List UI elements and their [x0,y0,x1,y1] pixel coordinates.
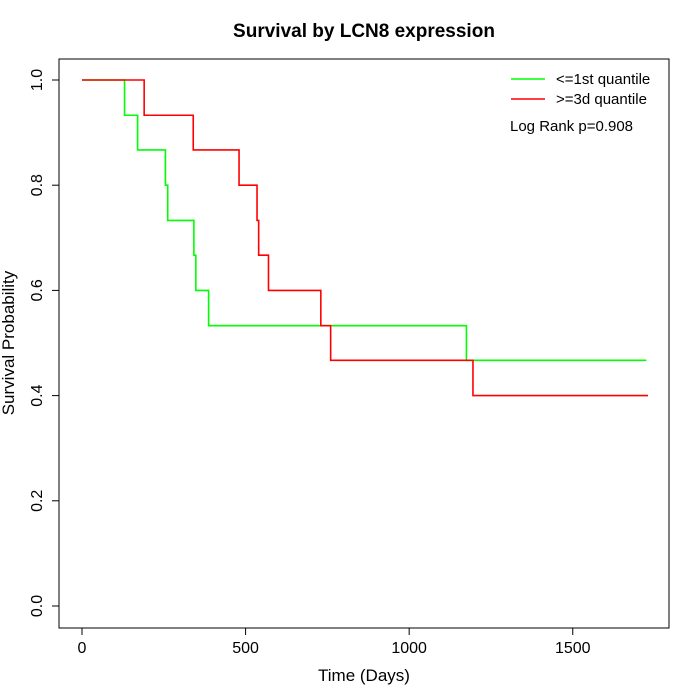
survival-curve-high [82,79,648,397]
y-tick-label: 0.4 [29,384,46,406]
legend-label: <=1st quantile [556,71,650,88]
y-tick-label: 0.6 [29,279,46,301]
series-layer [82,79,648,397]
y-tick-label: 1.0 [29,69,46,91]
x-tick-label: 1500 [555,640,591,657]
log-rank-annotation: Log Rank p=0.908 [510,118,633,135]
plot-frame [58,58,670,629]
x-tick-label: 0 [78,640,87,657]
survival-curve-low [82,79,647,362]
x-tick-label: 1000 [391,640,427,657]
chart-title: Survival by LCN8 expression [233,21,495,42]
legend-label: >=3d quantile [556,91,647,108]
y-tick-label: 0.8 [29,174,46,196]
legend: <=1st quantile >=3d quantile [511,71,650,108]
y-tick-label: 0.2 [29,490,46,512]
x-axis-label: Time (Days) [318,666,410,685]
x-tick-label: 500 [232,640,259,657]
y-axis: 0.0 0.2 0.4 0.6 0.8 1.0 [29,69,60,617]
x-axis: 0 500 1000 1500 [78,627,591,657]
y-tick-label: 0.0 [29,595,46,617]
y-axis-label: Survival Probability [0,270,18,415]
